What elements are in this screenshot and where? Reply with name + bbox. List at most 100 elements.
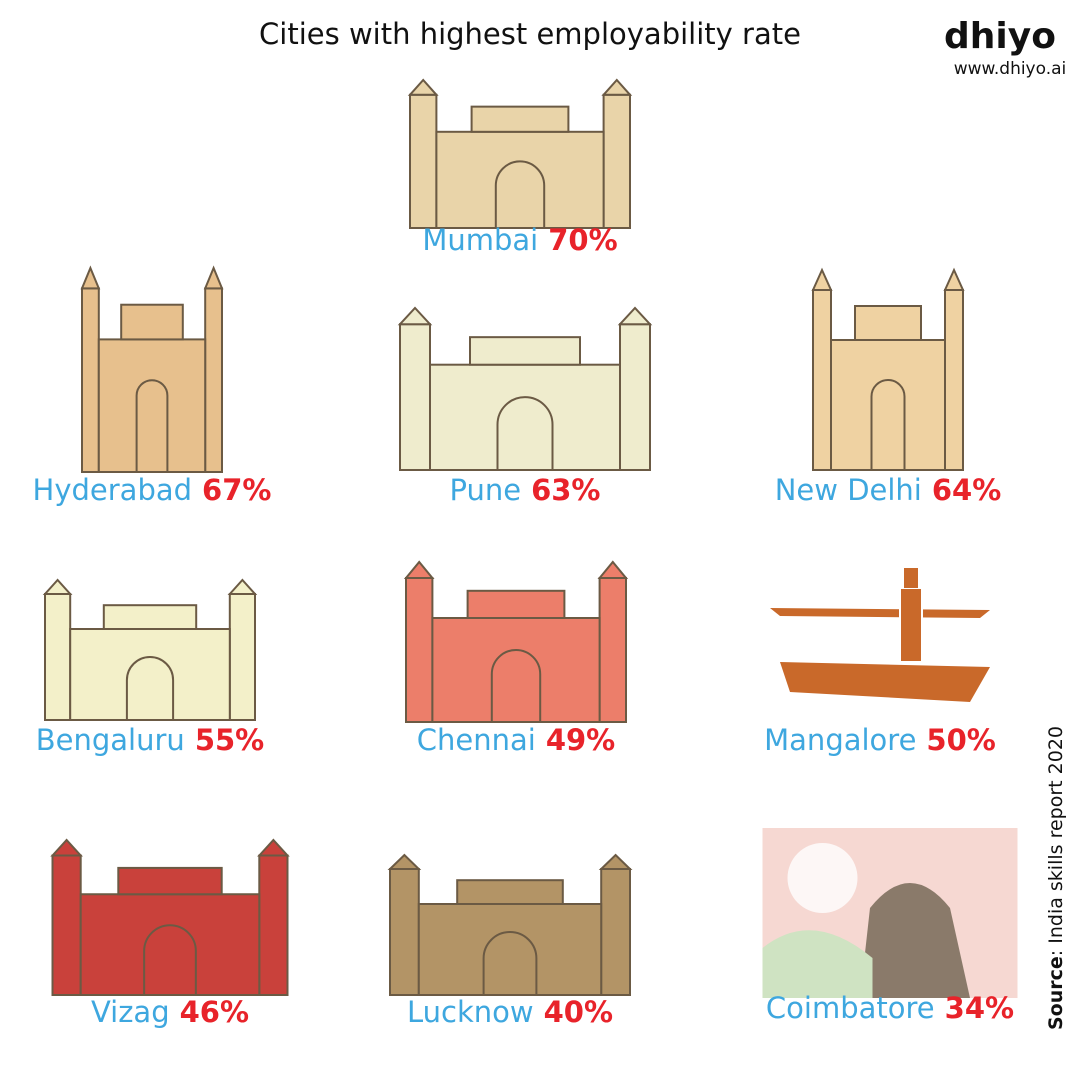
tower (602, 93, 631, 229)
city-name: Mangalore (764, 723, 916, 757)
building-upper (456, 879, 564, 906)
sun (787, 843, 858, 913)
tower-cap (617, 306, 653, 326)
city-rate: 64% (932, 473, 1001, 507)
city-label: New Delhi 64% (775, 473, 1002, 507)
city-rate: 40% (544, 995, 613, 1029)
tower (600, 868, 632, 996)
city-name: Pune (449, 473, 521, 507)
tower (258, 854, 289, 996)
building-body (69, 628, 231, 721)
city-illustration (397, 306, 653, 472)
tower-cap (407, 78, 439, 96)
city-name: Hyderabad (33, 473, 193, 507)
tower-cap (397, 306, 433, 326)
tower (409, 93, 438, 229)
building-upper (117, 866, 223, 896)
city-label: Hyderabad 67% (33, 473, 272, 507)
city-name: Mumbai (422, 223, 538, 257)
city-illustration (403, 560, 629, 723)
lighthouse-top (904, 568, 918, 588)
statue (860, 883, 970, 998)
tower-cap (811, 267, 833, 291)
tower (405, 577, 434, 723)
brush-stroke (770, 608, 990, 702)
city-illustration (407, 78, 633, 229)
tower (389, 868, 420, 996)
building-upper (120, 303, 184, 341)
city-label: Vizag 46% (91, 995, 249, 1029)
tower-cap (227, 578, 258, 595)
city-illustration (80, 265, 224, 473)
city-label: Mumbai 70% (422, 223, 617, 257)
tower (598, 577, 627, 723)
building-body (97, 338, 207, 473)
tower (44, 593, 72, 721)
city-illustration (50, 838, 290, 996)
tower-cap (403, 560, 435, 579)
brand-url: www.dhiyo.ai (954, 59, 1067, 79)
arch (143, 924, 197, 995)
arch (135, 379, 169, 472)
city-label: Bengaluru 55% (36, 723, 264, 757)
city-rate: 34% (945, 991, 1014, 1025)
tower (812, 289, 832, 471)
arch (125, 656, 175, 720)
tower-cap (80, 265, 101, 290)
city-label: Coimbatore 34% (766, 991, 1014, 1025)
building-body (429, 363, 621, 472)
arch (482, 931, 538, 995)
city-name: Lucknow (407, 995, 534, 1029)
tower (619, 323, 651, 472)
source-label: Source (1045, 956, 1067, 1030)
lighthouse (899, 587, 923, 663)
building-body (417, 903, 603, 996)
building-body (435, 130, 605, 229)
city-label: Mangalore 50% (764, 723, 996, 757)
building-body (431, 617, 601, 723)
city-name: Chennai (417, 723, 536, 757)
building-upper (470, 105, 570, 133)
tower-cap (387, 853, 422, 870)
city-rate: 55% (195, 723, 264, 757)
source: Source: India skills report 2020 (1045, 726, 1067, 1030)
city-label: Chennai 49% (417, 723, 615, 757)
building-upper (469, 336, 581, 366)
hills (762, 930, 873, 998)
arch (496, 396, 554, 470)
building-upper (466, 589, 566, 619)
building-upper (102, 604, 198, 631)
tower (204, 287, 223, 473)
brand-name: dhiyo (944, 16, 1056, 57)
city-label: Lucknow 40% (407, 995, 613, 1029)
tower-cap (943, 267, 965, 291)
arch (870, 379, 906, 470)
city-name: Coimbatore (766, 991, 935, 1025)
city-illustration (762, 828, 1018, 998)
city-name: New Delhi (775, 473, 922, 507)
title: Cities with highest employability rate (259, 17, 801, 51)
source-text: : India skills report 2020 (1045, 726, 1067, 956)
city-illustration (770, 568, 990, 702)
tower (228, 593, 257, 721)
city-rate: 49% (546, 723, 615, 757)
city-rate: 50% (926, 723, 995, 757)
tower-cap (597, 560, 629, 579)
tower-cap (601, 78, 633, 96)
tower (944, 289, 964, 471)
tower-cap (42, 578, 73, 595)
city-rate: 63% (531, 473, 600, 507)
tower-cap (50, 838, 83, 857)
tower (81, 287, 100, 473)
city-name: Bengaluru (36, 723, 185, 757)
tower (399, 323, 431, 472)
tower-cap (257, 838, 290, 857)
arch (490, 649, 542, 722)
city-illustration (811, 267, 965, 471)
city-illustration (42, 578, 258, 721)
city-name: Vizag (91, 995, 170, 1029)
building-upper (854, 305, 922, 341)
city-illustration (387, 853, 633, 996)
